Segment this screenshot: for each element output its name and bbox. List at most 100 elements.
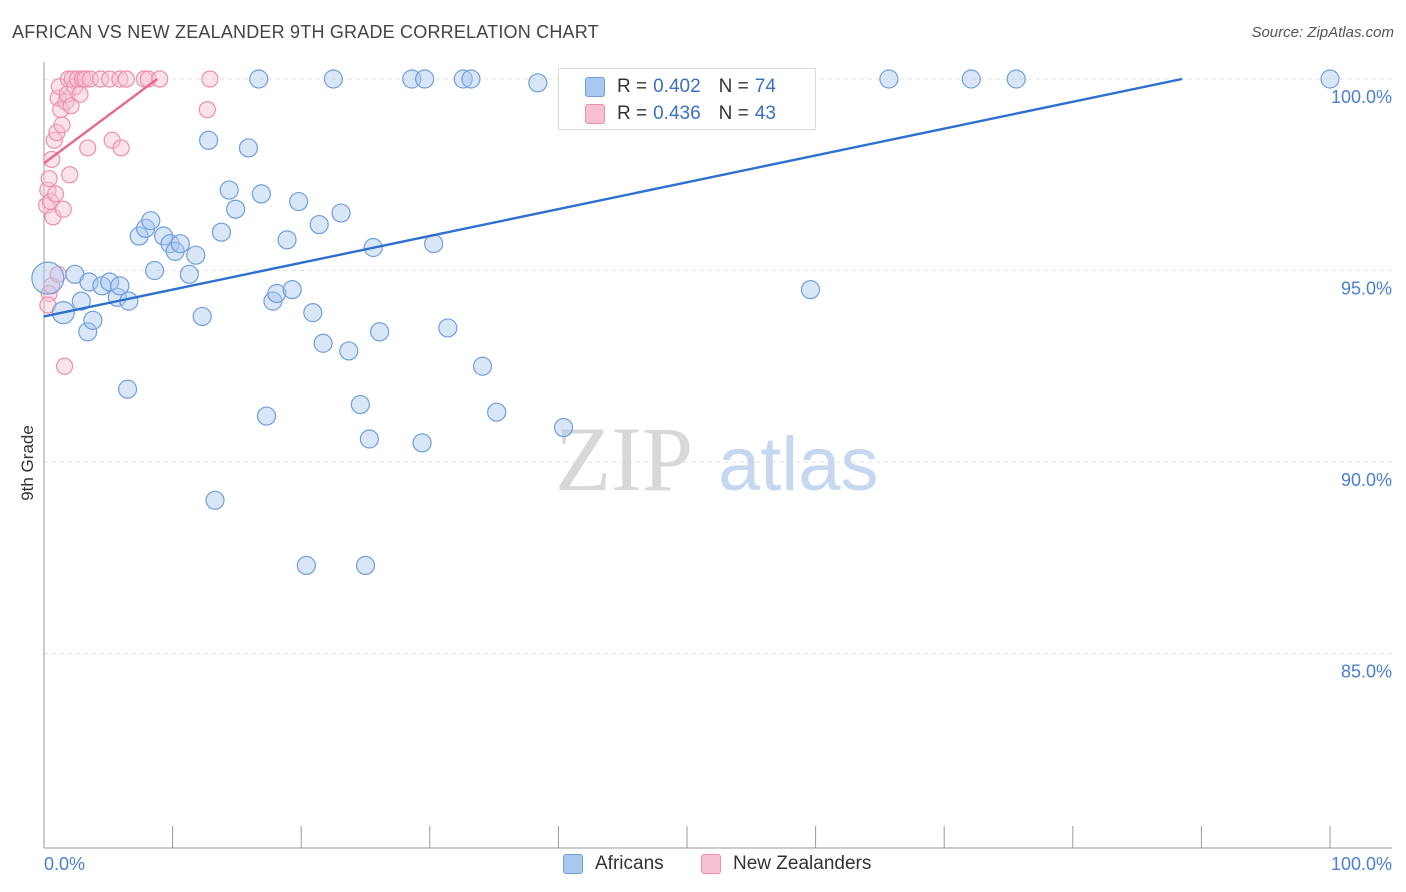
african-point xyxy=(415,69,435,89)
african-point xyxy=(961,69,981,89)
african-point xyxy=(487,402,507,422)
african-point xyxy=(79,272,99,292)
legend-swatch-new-zealanders xyxy=(585,104,605,124)
legend-r-value: 0.402 xyxy=(653,76,701,97)
new-zealander-point xyxy=(61,166,79,184)
bottom-legend-africans[interactable]: Africans xyxy=(563,851,664,877)
african-point xyxy=(192,306,212,327)
new-zealander-point xyxy=(55,357,74,375)
chart-title: AFRICAN VS NEW ZEALANDER 9TH GRADE CORRE… xyxy=(12,22,599,42)
african-point xyxy=(251,184,271,204)
african-point xyxy=(83,310,103,330)
african-point xyxy=(226,199,246,219)
african-point xyxy=(553,417,574,438)
african-point xyxy=(186,245,206,265)
y-tick-label: 85.0% xyxy=(1341,662,1392,682)
bottom-legend-label: New Zealanders xyxy=(733,853,872,874)
new-zealander-point xyxy=(201,70,219,88)
african-point xyxy=(453,69,473,89)
african-point xyxy=(211,222,232,242)
african-point xyxy=(179,264,199,284)
african-point xyxy=(412,433,432,453)
tick-labels: 85.0% 90.0% 95.0% 100.0% 0.0% 100.0% xyxy=(44,87,1392,874)
african-point xyxy=(170,234,190,254)
watermark-zip: ZIP xyxy=(555,408,693,510)
legend-n-label: N = xyxy=(718,76,749,97)
new-zealander-point xyxy=(53,116,71,134)
african-point xyxy=(199,130,219,150)
bottom-legend-label: Africans xyxy=(595,853,664,874)
african-point xyxy=(141,211,161,231)
bottom-legend-swatch-new-zealanders xyxy=(701,854,721,874)
african-point xyxy=(472,356,493,376)
x-tick-label-max: 100.0% xyxy=(1331,854,1392,874)
african-point xyxy=(323,69,343,89)
legend-row-africans: R = 0.402 N = 74 xyxy=(585,75,776,99)
watermark: ZIP atlas xyxy=(555,408,879,510)
african-point xyxy=(153,226,174,246)
african-point xyxy=(1320,69,1340,89)
african-point xyxy=(129,226,149,246)
african-point xyxy=(99,272,120,292)
new-zealander-point xyxy=(112,139,130,157)
legend-swatch-africans xyxy=(585,77,605,97)
new-zealander-point xyxy=(151,70,169,88)
african-point xyxy=(309,214,329,235)
legend-n-value: 74 xyxy=(754,76,776,97)
trend-lines xyxy=(43,77,1183,318)
african-point xyxy=(144,260,165,281)
new-zealander-point xyxy=(46,185,65,203)
y-axis-label: 9th Grade xyxy=(18,425,37,501)
african-point xyxy=(267,283,287,304)
african-point xyxy=(879,69,899,89)
legend-box: R = 0.402 N = 74 R = 0.436 N = 43 xyxy=(558,68,816,130)
legend-row-new-zealanders: R = 0.436 N = 43 xyxy=(585,102,776,126)
new-zealander-point xyxy=(91,70,110,88)
x-tick-label-min: 0.0% xyxy=(44,854,85,874)
african-point xyxy=(249,69,269,89)
bottom-legend-new-zealanders[interactable]: New Zealanders xyxy=(701,851,871,877)
african-point xyxy=(31,261,65,295)
legend-r-label: R = xyxy=(617,76,648,97)
african-point xyxy=(71,291,91,311)
african-point xyxy=(528,73,548,93)
legend-r-label: R = xyxy=(617,103,648,124)
african-point xyxy=(355,555,376,576)
african-point xyxy=(282,280,302,300)
african-point xyxy=(296,555,316,576)
african-point xyxy=(370,322,390,342)
source-label: Source: ZipAtlas.com xyxy=(1251,24,1394,41)
y-tick-label: 95.0% xyxy=(1341,279,1392,299)
african-point xyxy=(1006,69,1026,89)
african-point xyxy=(800,280,821,300)
african-point xyxy=(461,69,481,89)
y-tick-label: 100.0% xyxy=(1331,87,1392,107)
african-point xyxy=(205,490,225,510)
new-zealander-point xyxy=(54,200,72,218)
african-point xyxy=(331,203,351,223)
new-zealander-point xyxy=(117,70,135,88)
legend-n-value: 43 xyxy=(754,103,776,124)
new-zealander-point xyxy=(62,97,80,115)
new-zealander-point xyxy=(79,139,97,157)
african-point xyxy=(303,303,323,323)
legend-r-value: 0.436 xyxy=(653,103,701,124)
new-zealander-point xyxy=(71,85,89,103)
african-point xyxy=(78,322,98,342)
african-point xyxy=(313,333,333,353)
african-point xyxy=(350,394,370,415)
bottom-legend: Africans New Zealanders xyxy=(0,851,1406,877)
african-point xyxy=(359,429,379,449)
african-point xyxy=(110,276,130,296)
new-zealander-point xyxy=(40,169,58,188)
african-point xyxy=(219,180,239,200)
african-point xyxy=(117,379,138,399)
legend-n-label: N = xyxy=(718,103,749,124)
african-point xyxy=(289,191,309,212)
new-zealanders-trend-line xyxy=(43,78,158,165)
new-zealander-point xyxy=(198,101,216,119)
african-point xyxy=(277,230,297,250)
african-point xyxy=(438,318,458,338)
african-point xyxy=(339,341,359,361)
